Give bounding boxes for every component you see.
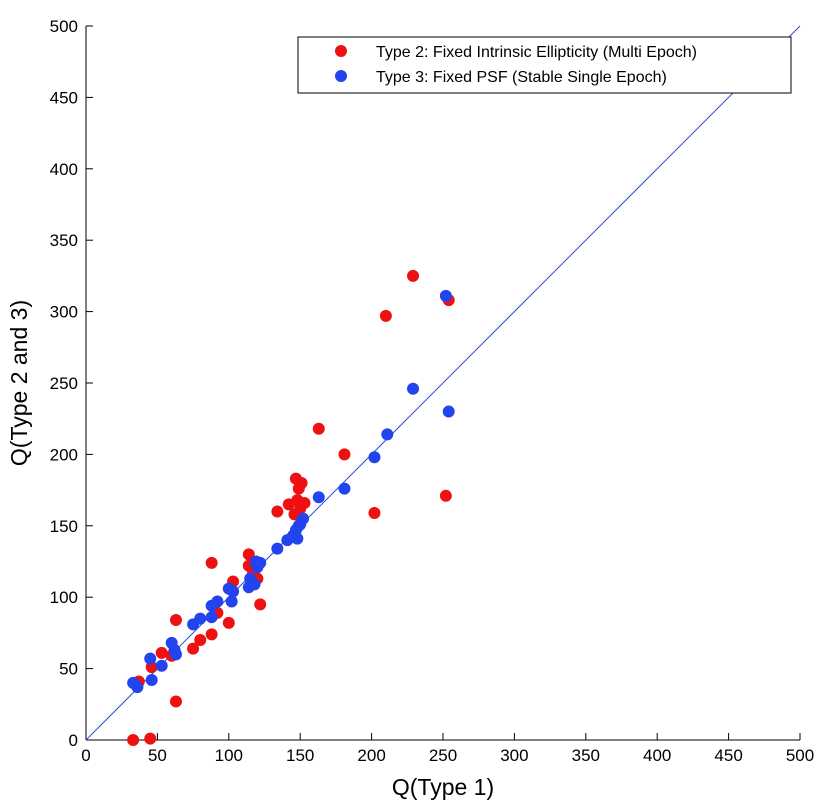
data-point bbox=[145, 674, 158, 687]
legend-marker-type2 bbox=[335, 45, 347, 57]
x-axis-ticks: 0 50 100 150 200 250 300 350 400 450 500 bbox=[81, 733, 814, 765]
data-point bbox=[312, 422, 325, 435]
data-point bbox=[127, 734, 140, 746]
data-point bbox=[295, 476, 308, 489]
data-point bbox=[155, 659, 168, 672]
data-point bbox=[194, 634, 207, 647]
data-point bbox=[248, 578, 261, 591]
x-tick-label: 400 bbox=[643, 746, 671, 765]
x-tick-label: 300 bbox=[500, 746, 528, 765]
data-point bbox=[439, 489, 452, 502]
data-point bbox=[205, 611, 218, 624]
data-point bbox=[227, 585, 240, 598]
data-point bbox=[291, 532, 304, 545]
data-point bbox=[155, 646, 168, 659]
data-point bbox=[407, 382, 420, 395]
y-tick-label: 150 bbox=[50, 517, 78, 536]
y-tick-label: 0 bbox=[69, 731, 78, 750]
data-point bbox=[442, 405, 455, 418]
data-point bbox=[194, 612, 207, 625]
data-point bbox=[271, 542, 284, 555]
data-point bbox=[169, 614, 182, 627]
x-tick-label: 200 bbox=[357, 746, 385, 765]
plot-area: 0 50 100 150 200 250 300 350 400 450 500 0 50 100 150… bbox=[50, 17, 815, 765]
data-point bbox=[407, 269, 420, 282]
data-point bbox=[254, 556, 267, 569]
y-tick-label: 200 bbox=[50, 445, 78, 464]
x-tick-label: 100 bbox=[215, 746, 243, 765]
y-tick-label: 350 bbox=[50, 231, 78, 250]
data-point bbox=[297, 512, 310, 525]
identity-reference-line bbox=[85, 25, 801, 741]
x-tick-label: 50 bbox=[148, 746, 167, 765]
data-point bbox=[169, 648, 182, 661]
data-point bbox=[338, 482, 351, 495]
data-point bbox=[298, 496, 311, 509]
y-tick-label: 450 bbox=[50, 88, 78, 107]
data-point bbox=[144, 732, 157, 745]
x-tick-label: 250 bbox=[429, 746, 457, 765]
y-tick-label: 500 bbox=[50, 17, 78, 36]
data-point bbox=[225, 595, 238, 608]
y-tick-label: 300 bbox=[50, 303, 78, 322]
data-point bbox=[222, 616, 235, 629]
data-point bbox=[211, 595, 224, 608]
data-point bbox=[338, 448, 351, 461]
x-tick-label: 150 bbox=[286, 746, 314, 765]
y-tick-label: 400 bbox=[50, 160, 78, 179]
y-tick-label: 50 bbox=[59, 660, 78, 679]
x-tick-label: 450 bbox=[714, 746, 742, 765]
legend-label-type2: Type 2: Fixed Intrinsic Ellipticity (Mul… bbox=[376, 44, 697, 61]
y-tick-label: 250 bbox=[50, 374, 78, 393]
legend-label-type3: Type 3: Fixed PSF (Stable Single Epoch) bbox=[376, 69, 667, 86]
data-point bbox=[381, 428, 394, 441]
data-point bbox=[271, 505, 284, 518]
y-axis-ticks: 0 50 100 150 200 250 300 350 400 450 500 bbox=[50, 17, 93, 750]
x-axis-title: Q(Type 1) bbox=[392, 774, 494, 800]
y-axis-title: Q(Type 2 and 3) bbox=[6, 300, 32, 466]
data-point bbox=[205, 628, 218, 641]
data-point bbox=[205, 556, 218, 569]
data-point bbox=[144, 652, 157, 665]
data-point bbox=[187, 642, 200, 655]
x-tick-label: 0 bbox=[81, 746, 90, 765]
data-point bbox=[439, 289, 452, 302]
data-point bbox=[312, 491, 325, 504]
data-point bbox=[131, 681, 144, 694]
data-point bbox=[169, 695, 182, 708]
data-point bbox=[379, 309, 392, 322]
x-tick-label: 350 bbox=[572, 746, 600, 765]
y-tick-label: 100 bbox=[50, 588, 78, 607]
legend-box bbox=[297, 36, 792, 94]
data-points bbox=[127, 269, 455, 746]
legend-marker-type3 bbox=[335, 70, 347, 82]
series-type3 bbox=[127, 289, 455, 694]
data-point bbox=[254, 598, 267, 611]
legend: Type 2: Fixed Intrinsic Ellipticity (Mul… bbox=[297, 36, 792, 94]
x-tick-label: 500 bbox=[786, 746, 814, 765]
series-type2 bbox=[127, 269, 455, 746]
data-point bbox=[368, 506, 381, 519]
data-point bbox=[368, 451, 381, 464]
